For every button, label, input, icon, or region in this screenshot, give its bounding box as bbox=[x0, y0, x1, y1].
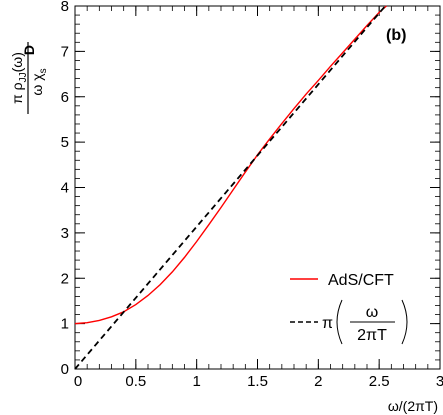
y-tick-label: 4 bbox=[61, 180, 69, 197]
x-tick-label: 2.5 bbox=[369, 373, 390, 390]
y-label-numerator: π ρJJ(ω) bbox=[9, 52, 29, 104]
y-tick-label: 3 bbox=[61, 225, 69, 242]
legend-left-paren bbox=[336, 299, 343, 345]
x-tick-label: 1.5 bbox=[247, 373, 268, 390]
series-line-linear bbox=[74, 5, 386, 370]
y-axis-label: π ρJJ(ω) ω χs D bbox=[9, 42, 49, 114]
y-tick-label: 5 bbox=[61, 134, 69, 151]
legend: AdS/CFT π ω 2πT bbox=[290, 272, 408, 345]
legend-right-paren bbox=[401, 299, 408, 345]
x-tick-label: 0 bbox=[74, 373, 82, 390]
legend-label-linear-denominator: 2πT bbox=[357, 327, 387, 344]
series-line-adscft bbox=[74, 5, 387, 325]
y-tick-label: 1 bbox=[61, 316, 69, 333]
x-tick-label: 1 bbox=[192, 373, 200, 390]
y-tick-label: 6 bbox=[61, 89, 69, 106]
y-tick-label: 2 bbox=[61, 270, 69, 287]
y-tick-label: 7 bbox=[61, 43, 69, 60]
y-tick-label: 8 bbox=[61, 0, 69, 15]
x-axis-label: ω/(2πT) bbox=[388, 398, 438, 414]
x-tick-label: 3 bbox=[436, 373, 443, 390]
x-tick-label: 2 bbox=[314, 373, 322, 390]
legend-label-adscft: AdS/CFT bbox=[328, 272, 394, 289]
legend-label-linear-prefix: π bbox=[322, 315, 333, 332]
plot-frame bbox=[74, 5, 441, 370]
legend-label-linear-numerator: ω bbox=[366, 304, 379, 321]
panel-label: (b) bbox=[386, 27, 406, 44]
y-label-denominator: ω χs bbox=[29, 68, 49, 95]
y-tick-label: 0 bbox=[61, 361, 69, 378]
x-tick-label: 0.5 bbox=[125, 373, 146, 390]
y-label-suffix: D bbox=[21, 45, 37, 55]
tick-labels: 0 0.5 1 1.5 2 2.5 3 0 1 2 3 4 5 6 7 8 bbox=[61, 0, 443, 390]
series-layer bbox=[74, 5, 387, 370]
axis-ticks bbox=[74, 5, 441, 370]
